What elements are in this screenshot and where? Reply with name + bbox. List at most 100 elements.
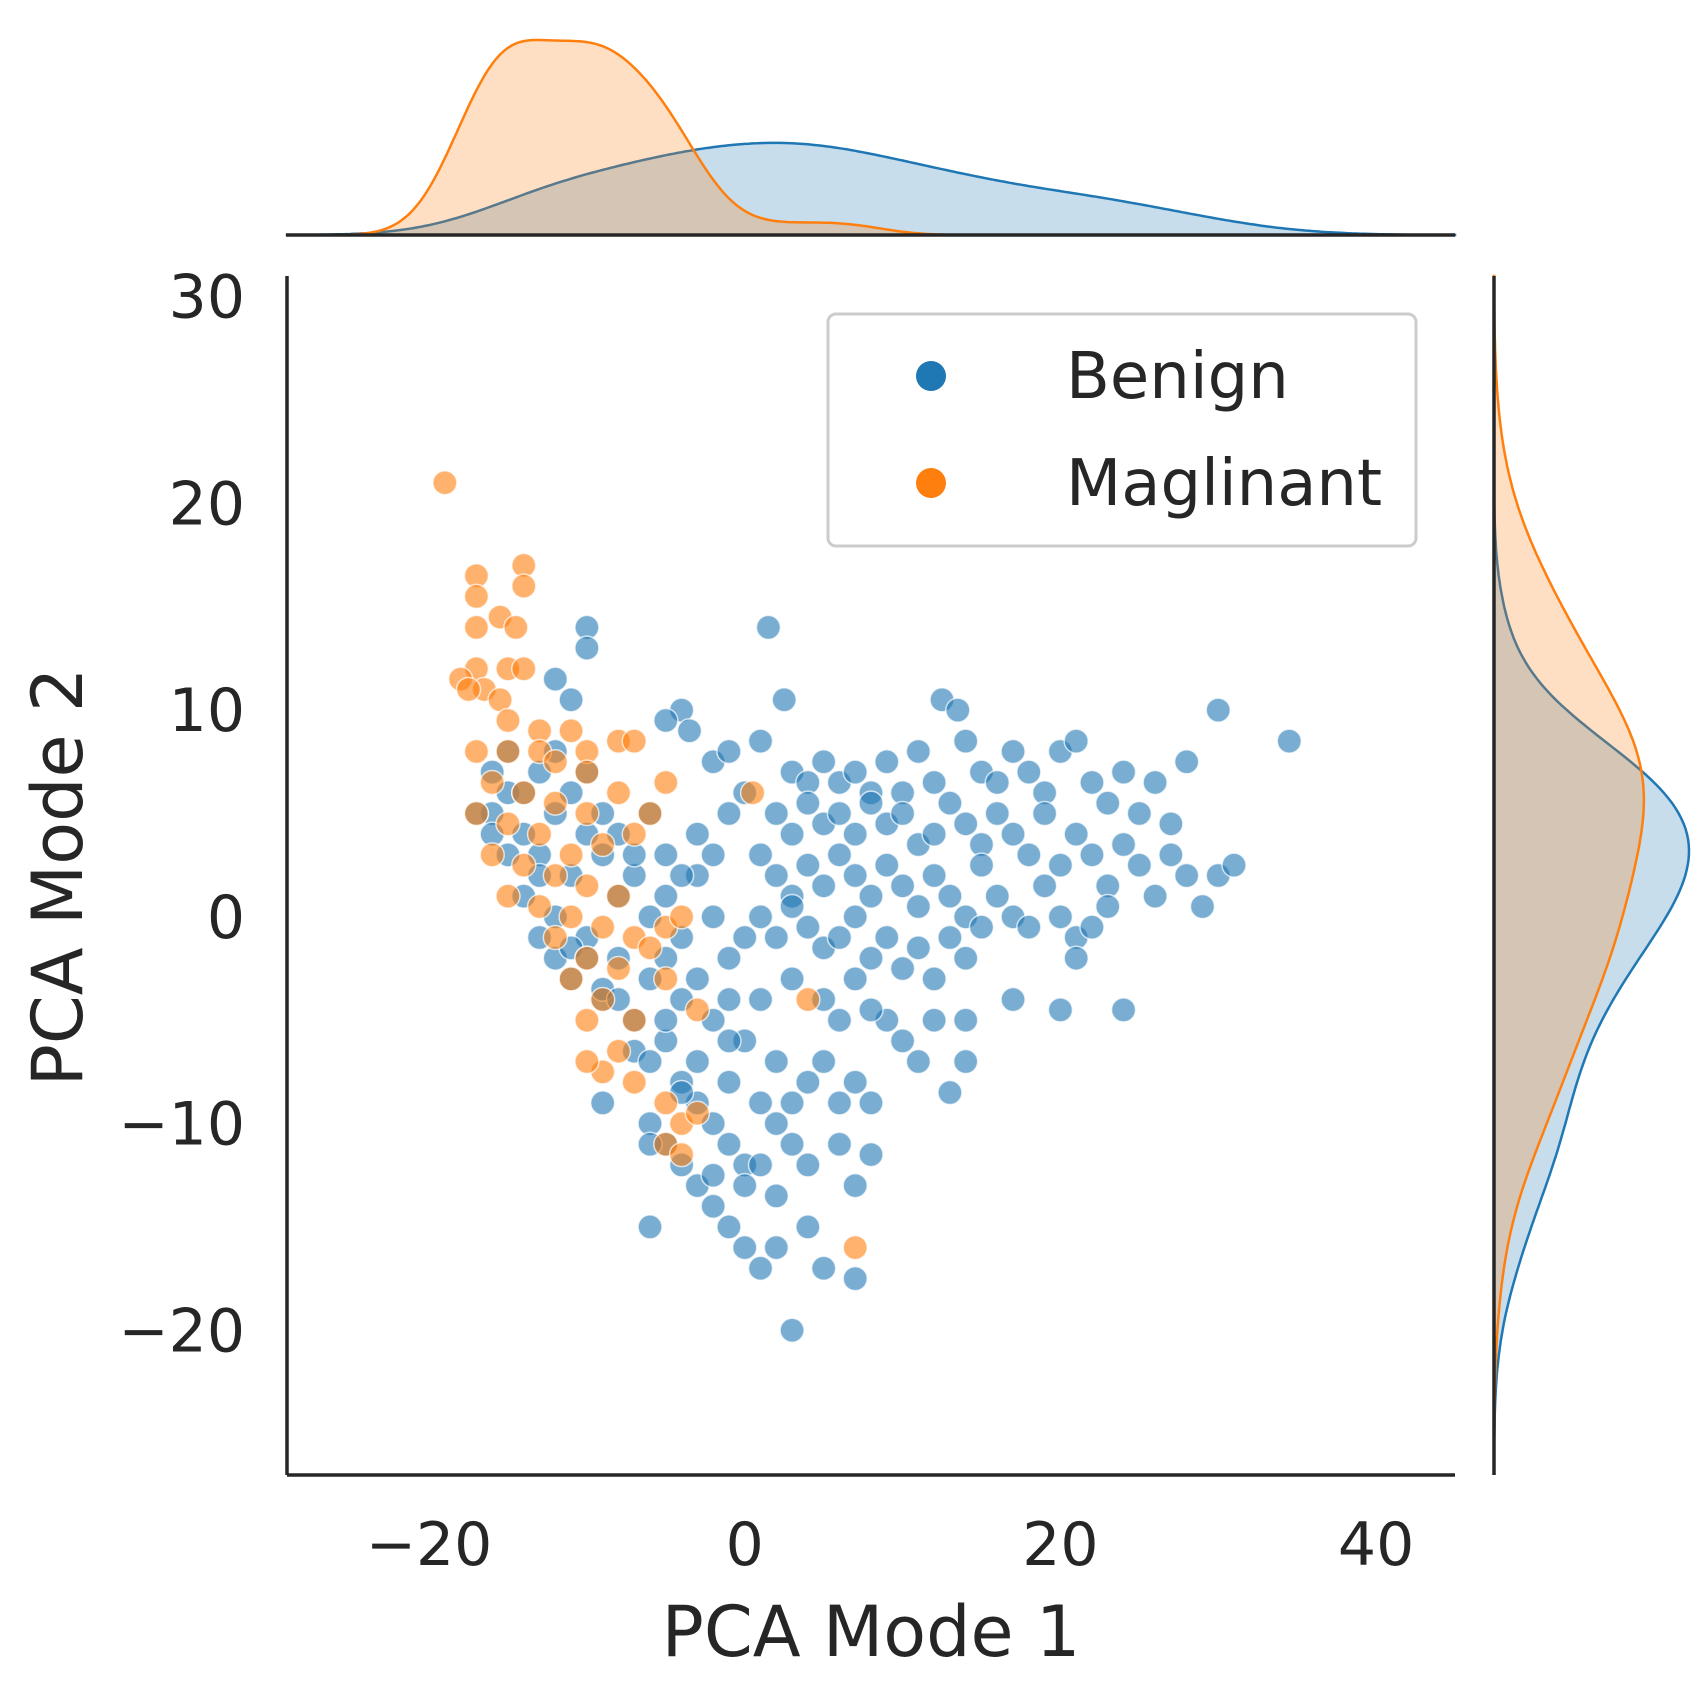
point-maglinant: [542, 924, 569, 951]
point-benign: [795, 1069, 821, 1095]
point-benign: [779, 893, 805, 920]
point-benign: [1031, 800, 1058, 827]
point-benign: [795, 1214, 821, 1240]
y-tick-label: 20: [169, 469, 245, 539]
point-maglinant: [605, 1038, 632, 1064]
point-maglinant: [526, 893, 553, 920]
point-benign: [937, 924, 963, 951]
point-benign: [921, 862, 947, 889]
point-maglinant: [574, 1048, 600, 1075]
point-benign: [716, 738, 742, 765]
point-benign: [921, 1007, 947, 1033]
y-tick-label: 10: [169, 676, 245, 746]
point-benign: [968, 852, 995, 878]
point-maglinant: [574, 759, 600, 785]
point-benign: [1000, 821, 1026, 847]
y-tick-label: 30: [169, 263, 245, 333]
point-benign: [589, 1090, 616, 1116]
point-benign: [716, 986, 742, 1013]
point-benign: [1016, 759, 1042, 785]
point-benign: [1047, 997, 1074, 1023]
point-benign: [1063, 945, 1089, 971]
y-tick-label: −10: [118, 1090, 245, 1160]
point-benign: [874, 924, 900, 951]
point-maglinant: [653, 769, 679, 796]
point-benign: [889, 955, 916, 982]
point-benign: [858, 945, 884, 971]
point-benign: [763, 1048, 790, 1075]
point-benign: [810, 1255, 837, 1282]
y-tick-label: −20: [118, 1296, 245, 1366]
point-benign: [716, 1214, 742, 1240]
legend-marker-benign: [916, 361, 946, 391]
point-benign: [779, 966, 805, 992]
point-benign: [984, 883, 1011, 909]
point-benign: [1000, 986, 1026, 1013]
point-benign: [676, 718, 703, 744]
point-benign: [921, 821, 947, 847]
point-benign: [921, 769, 947, 796]
x-tick-label: 40: [1338, 1510, 1414, 1580]
point-benign: [874, 852, 900, 878]
point-benign: [984, 769, 1011, 796]
point-maglinant: [463, 738, 490, 765]
point-benign: [1095, 893, 1121, 920]
point-maglinant: [495, 811, 521, 837]
point-benign: [1110, 759, 1137, 785]
point-benign: [1142, 883, 1168, 909]
point-maglinant: [463, 614, 490, 641]
point-benign: [1079, 769, 1105, 796]
point-benign: [747, 1152, 774, 1178]
point-benign: [747, 728, 774, 754]
point-maglinant: [668, 904, 695, 930]
point-benign: [1173, 749, 1200, 775]
top-kde-benign: [285, 141, 1457, 237]
y-axis-label: PCA Mode 2: [17, 668, 99, 1087]
point-benign: [716, 945, 742, 971]
point-maglinant: [495, 707, 521, 734]
point-benign: [945, 697, 971, 723]
point-benign: [810, 873, 837, 899]
point-maglinant: [637, 935, 663, 961]
point-benign: [542, 666, 569, 692]
point-benign: [1016, 842, 1042, 868]
point-benign: [858, 1090, 884, 1116]
point-benign: [731, 1234, 758, 1261]
point-benign: [1063, 728, 1089, 754]
point-benign: [755, 614, 782, 641]
point-benign: [747, 986, 774, 1013]
point-maglinant: [795, 986, 821, 1013]
legend-marker-maglinant: [916, 468, 946, 498]
point-maglinant: [511, 852, 537, 878]
point-benign: [1000, 738, 1026, 765]
point-benign: [637, 1048, 663, 1075]
point-benign: [937, 1079, 963, 1106]
point-benign: [795, 914, 821, 940]
right-kde-maglinant: [1492, 274, 1646, 1476]
point-benign: [1142, 769, 1168, 796]
point-maglinant: [558, 966, 584, 992]
point-benign: [1205, 697, 1231, 723]
x-tick-label: −20: [366, 1510, 493, 1580]
legend-label-benign: Benign: [1066, 340, 1289, 414]
point-benign: [653, 883, 679, 909]
point-benign: [763, 1183, 790, 1209]
point-maglinant: [589, 914, 616, 940]
point-maglinant: [542, 790, 569, 816]
point-benign: [1047, 852, 1074, 878]
point-benign: [826, 1007, 853, 1033]
point-maglinant: [574, 873, 600, 899]
point-benign: [1079, 914, 1105, 940]
point-benign: [1158, 811, 1184, 837]
point-benign: [810, 1048, 837, 1075]
point-benign: [747, 842, 774, 868]
point-maglinant: [495, 738, 521, 765]
point-maglinant: [455, 676, 482, 703]
point-benign: [763, 800, 790, 827]
point-benign: [1126, 800, 1153, 827]
point-benign: [842, 821, 868, 847]
point-benign: [1126, 852, 1153, 878]
point-maglinant: [739, 780, 766, 806]
point-benign: [826, 842, 853, 868]
